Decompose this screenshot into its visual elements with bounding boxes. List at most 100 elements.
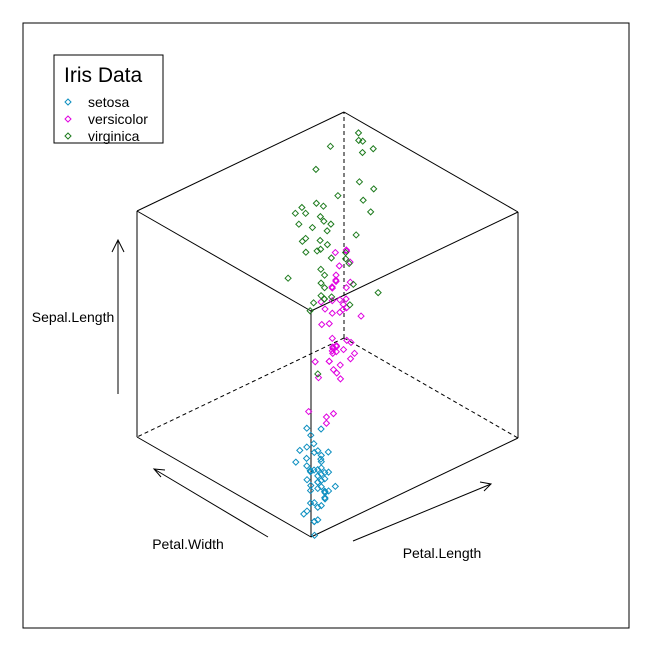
data-point-setosa xyxy=(321,475,329,483)
data-point-virginica xyxy=(327,254,336,262)
data-point-virginica xyxy=(284,274,292,282)
data-point-setosa xyxy=(331,482,340,491)
cube-edge xyxy=(136,210,312,312)
y-axis-arrow xyxy=(352,481,493,542)
data-point-versicolor xyxy=(331,248,340,257)
cube-edge xyxy=(136,436,312,538)
data-point-virginica xyxy=(317,265,325,274)
data-points xyxy=(284,129,382,540)
data-point-virginica xyxy=(366,208,375,216)
data-point-versicolor xyxy=(343,336,351,345)
data-point-versicolor xyxy=(322,413,331,421)
data-point-versicolor xyxy=(314,373,323,382)
data-point-setosa xyxy=(303,424,311,432)
legend-title: Iris Data xyxy=(64,64,143,87)
data-point-versicolor xyxy=(329,349,337,358)
data-point-setosa xyxy=(303,475,311,484)
data-point-versicolor xyxy=(328,296,337,305)
x-axis-label: Petal.Width xyxy=(152,536,224,552)
data-point-setosa xyxy=(324,448,333,456)
data-point-virginica xyxy=(301,234,310,243)
data-point-versicolor xyxy=(333,369,341,377)
data-point-virginica xyxy=(369,145,377,153)
data-point-versicolor xyxy=(328,283,336,291)
data-point-setosa xyxy=(314,447,322,455)
data-point-versicolor xyxy=(336,296,344,304)
data-point-virginica xyxy=(359,137,367,145)
legend-box xyxy=(53,54,164,144)
data-point-virginica xyxy=(352,231,360,239)
data-point-versicolor xyxy=(339,345,348,354)
data-point-virginica xyxy=(334,191,342,200)
data-point-versicolor xyxy=(304,407,313,416)
cube-edge-hidden xyxy=(343,337,519,439)
data-point-virginica xyxy=(317,279,325,287)
z-axis-label: Sepal.Length xyxy=(32,309,115,325)
data-point-setosa xyxy=(317,470,325,478)
data-point-virginica xyxy=(301,209,310,218)
data-point-versicolor xyxy=(350,349,359,358)
data-point-setosa xyxy=(303,443,311,451)
data-point-virginica xyxy=(295,220,303,228)
data-point-versicolor xyxy=(342,246,351,254)
legend-marker-virginica xyxy=(64,132,72,140)
data-point-setosa xyxy=(302,454,311,463)
cube-edge xyxy=(310,437,519,538)
data-point-setosa xyxy=(321,468,329,477)
data-point-versicolor xyxy=(336,308,344,317)
data-point-setosa xyxy=(317,425,325,433)
data-point-virginica xyxy=(312,199,321,207)
data-point-virginica xyxy=(320,284,329,292)
legend-marker-setosa xyxy=(64,98,72,106)
data-point-setosa xyxy=(321,487,329,496)
data-point-virginica xyxy=(355,178,364,186)
data-point-versicolor xyxy=(332,276,340,284)
data-point-versicolor xyxy=(328,334,337,343)
cube-edge xyxy=(136,111,345,212)
data-point-setosa xyxy=(317,457,325,466)
data-point-setosa xyxy=(306,466,315,475)
data-point-versicolor xyxy=(311,358,319,366)
data-point-setosa xyxy=(314,484,322,493)
data-point-versicolor xyxy=(357,312,365,320)
x-axis-arrow xyxy=(152,468,269,538)
data-point-versicolor xyxy=(342,283,351,292)
data-point-virginica xyxy=(302,248,310,256)
data-point-setosa xyxy=(314,465,322,474)
data-point-virginica xyxy=(291,209,300,218)
data-point-setosa xyxy=(292,458,300,466)
data-point-setosa xyxy=(303,507,311,515)
data-point-virginica xyxy=(327,293,336,301)
data-point-setosa xyxy=(296,446,304,455)
data-point-virginica xyxy=(320,295,329,303)
cube-edge-hidden xyxy=(136,337,345,438)
data-point-versicolor xyxy=(342,295,350,303)
data-point-virginica xyxy=(323,240,332,249)
data-point-versicolor xyxy=(346,355,355,363)
data-point-versicolor xyxy=(318,320,326,329)
cube-edge xyxy=(310,211,519,312)
data-point-versicolor xyxy=(321,305,329,313)
data-point-setosa xyxy=(314,516,322,524)
data-point-versicolor xyxy=(332,277,340,286)
cube-edge xyxy=(343,111,519,213)
data-point-setosa xyxy=(306,499,315,507)
data-point-setosa xyxy=(310,531,319,540)
data-point-versicolor xyxy=(329,409,338,418)
data-point-setosa xyxy=(307,481,315,490)
legend-label-versicolor: versicolor xyxy=(88,111,148,127)
data-point-virginica xyxy=(359,196,367,204)
data-point-setosa xyxy=(306,486,315,495)
data-point-virginica xyxy=(316,236,324,245)
data-point-setosa xyxy=(307,431,315,440)
data-point-virginica xyxy=(309,299,318,307)
data-point-versicolor xyxy=(332,341,340,350)
data-point-virginica xyxy=(323,227,331,235)
data-point-versicolor xyxy=(332,347,340,356)
data-point-setosa xyxy=(317,455,325,463)
data-point-virginica xyxy=(346,301,354,309)
data-point-virginica xyxy=(316,245,325,253)
